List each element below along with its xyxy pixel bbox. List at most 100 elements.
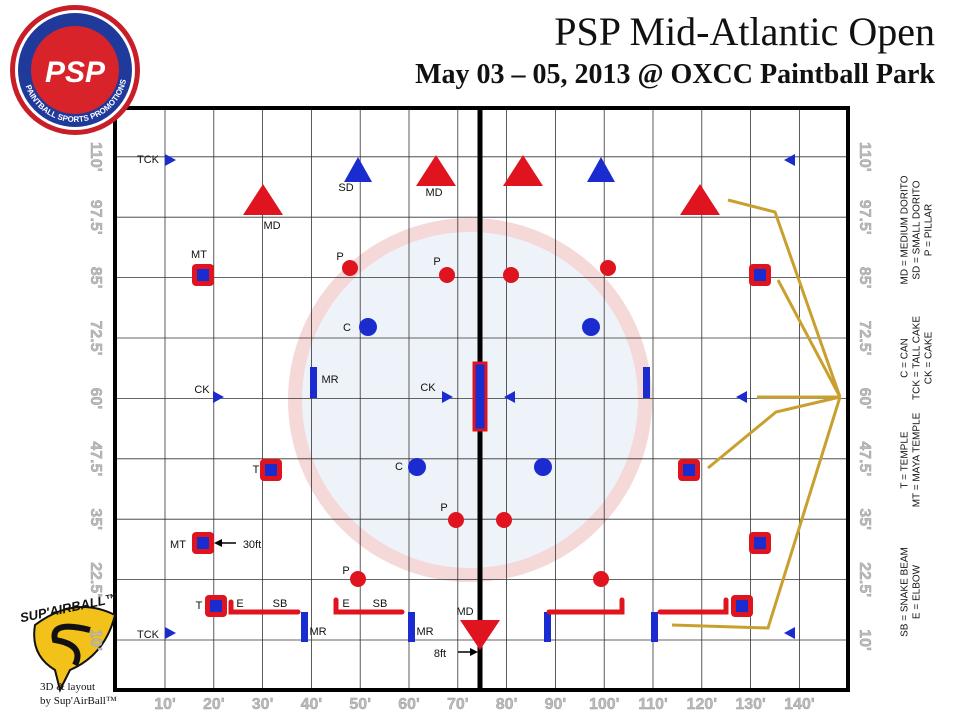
shape [350, 571, 366, 587]
y-axis-label: 72.5' [856, 321, 873, 356]
shape [503, 267, 519, 283]
legend-text: C = CAN [900, 338, 911, 378]
temple-core [197, 537, 209, 549]
bunker-label: P [433, 256, 440, 268]
bunker-label: TCK [137, 629, 160, 641]
legend-text: SD = SMALL DORITO [912, 180, 923, 279]
bunker-label: MT [170, 539, 186, 551]
shape [671, 198, 842, 630]
y-axis-label: 47.5' [856, 441, 873, 476]
shape [671, 396, 842, 630]
y-axis-label: 110' [87, 142, 104, 172]
bunker-label: MD [456, 606, 473, 618]
legend-text: SB = SNAKE BEAM [900, 547, 911, 637]
legend-text: T = TEMPLE [900, 431, 911, 488]
shape [504, 391, 515, 403]
shape [439, 267, 455, 283]
legend-text: CK = CAKE [924, 331, 935, 384]
bunker-label: T [253, 464, 260, 476]
shape [600, 260, 616, 276]
shape [165, 154, 176, 166]
shape [544, 612, 551, 642]
shape [301, 367, 658, 642]
shape [228, 597, 729, 615]
bunker-label: MD [263, 220, 280, 232]
y-axis-label: 10' [87, 629, 104, 651]
legend-text: TCK = TALL CAKE [912, 316, 923, 400]
shape [657, 597, 729, 615]
x-axis-label: 130' [735, 696, 766, 713]
x-axis-label: 140' [784, 696, 815, 713]
shape [342, 260, 616, 587]
shape [31, 26, 119, 114]
bunker-label: 30ft [243, 539, 261, 551]
y-axis-label: 85' [856, 267, 873, 289]
shape [593, 571, 609, 587]
x-axis-label: 80' [496, 696, 518, 713]
y-axis-label: 22.5' [87, 562, 104, 597]
bunker-label: P [336, 251, 343, 263]
bunker-label: P [440, 502, 447, 514]
bunker-label: C [343, 322, 351, 334]
x-axis-label: 20' [203, 696, 225, 713]
legend-text: MD = MEDIUM DORITO [900, 175, 911, 284]
x-axis-label: 10' [154, 696, 176, 713]
temple-core [754, 537, 766, 549]
shape [534, 458, 552, 476]
temple-core [683, 464, 695, 476]
bunker-label: CK [194, 384, 210, 396]
x-axis-label: 120' [687, 696, 718, 713]
shape [546, 597, 625, 615]
shape [165, 627, 176, 639]
shape [460, 620, 500, 650]
shape [342, 260, 358, 276]
temple-core [210, 600, 222, 612]
x-axis-label: 50' [349, 696, 371, 713]
shape [643, 367, 650, 398]
y-axis-label: 72.5' [87, 321, 104, 356]
y-axis-label: 85' [87, 267, 104, 289]
shape [503, 155, 543, 186]
shape [359, 318, 377, 336]
shape [165, 154, 795, 639]
bunker-label: MR [321, 374, 338, 386]
subtitle: May 03 – 05, 2013 @ OXCC Paintball Park [415, 59, 935, 90]
shape [707, 395, 841, 470]
bunker-label: E [342, 598, 349, 610]
bunker-label: E [236, 598, 243, 610]
x-axis-label: 40' [301, 696, 323, 713]
shape [408, 458, 426, 476]
shape [213, 391, 224, 403]
bunker-label: MT [191, 249, 207, 261]
legend-text: P = PILLAR [924, 204, 935, 256]
shape [496, 512, 512, 528]
shape [288, 218, 652, 582]
shape [359, 318, 600, 476]
bunker-label: SD [338, 182, 353, 194]
shape [228, 599, 301, 615]
shape [736, 391, 747, 403]
temple-core [265, 464, 277, 476]
y-axis-label: 60' [87, 388, 104, 410]
shape [442, 391, 453, 403]
shape [333, 597, 405, 615]
shape [214, 539, 222, 547]
bunker-label: P [342, 565, 349, 577]
shape [651, 612, 658, 642]
legend-text: E = ELBOW [912, 564, 923, 619]
bunker-label: MD [425, 187, 442, 199]
y-axis-label: 110' [856, 142, 873, 172]
shape [472, 361, 488, 432]
x-axis-label: 100' [589, 696, 620, 713]
y-axis-label: 47.5' [87, 441, 104, 476]
psp-logo-text: PSP [45, 56, 106, 89]
y-axis-label: 35' [856, 508, 873, 530]
shape [192, 264, 771, 617]
shape [243, 184, 283, 215]
legend-text: MT = MAYA TEMPLE [912, 412, 923, 507]
shape [784, 627, 795, 639]
y-axis-label: 60' [856, 388, 873, 410]
shape [344, 157, 372, 182]
y-axis-label: 22.5' [856, 562, 873, 597]
shape [51, 623, 91, 667]
